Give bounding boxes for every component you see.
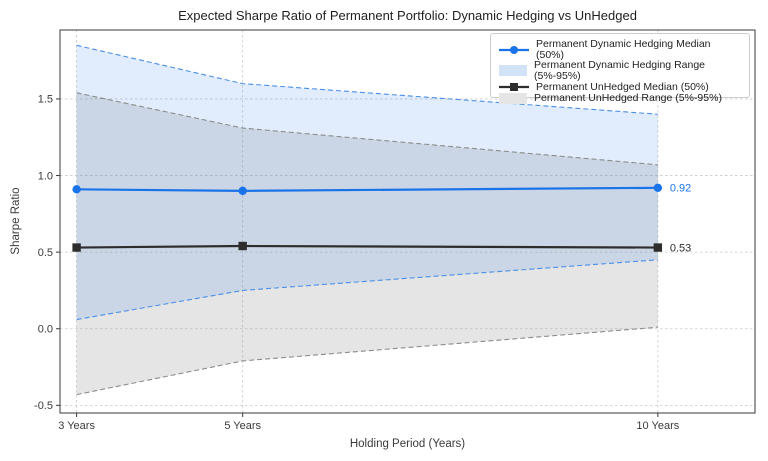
plot-border [59,29,756,414]
legend-circle-line-sample [499,44,529,56]
x-axis-label: Holding Period (Years) [349,438,466,450]
legend-label: Permanent UnHedged Range (5%-95%) [534,92,722,105]
y-tick-label: 1.5 [38,94,53,106]
annotation-value: 0.53 [670,242,691,254]
legend-label: Permanent Dynamic Hedging Range (5%-95%) [534,59,706,82]
legend-item: Permanent UnHedged Range (5%-95%) [499,93,741,104]
legend-square-line-sample [499,81,529,93]
legend-label: Permanent Dynamic Hedging Median (50%) [536,38,711,61]
legend-item: Permanent Dynamic Hedging Range (5%-95%) [499,60,741,81]
y-tick-label: 0.5 [38,247,53,259]
chart-title: Expected Sharpe Ratio of Permanent Portf… [178,8,637,23]
band-edge-lower [76,326,658,396]
x-tick-label: 10 Years [636,420,679,432]
data-point-circle [653,183,663,192]
band-edge-upper [76,44,658,115]
band-edge-lower [76,259,658,321]
legend-range-swatch [499,65,527,76]
y-tick-label: 0.0 [38,324,53,336]
legend-range-swatch [499,93,527,104]
data-point-square [653,243,663,252]
band-fill [76,92,658,395]
band-edge-upper [76,92,658,166]
y-axis-label: Sharpe Ratio [10,187,22,255]
legend-item: Permanent Dynamic Hedging Median (50%) [499,39,741,60]
legend-label: Permanent UnHedged Median (50%) [536,80,709,93]
data-point-circle [72,185,81,194]
y-tick-label: -0.5 [34,400,53,412]
y-tick-label: 1.0 [38,170,53,182]
data-point-square [72,243,81,252]
band-fill [76,45,658,320]
data-point-square [238,241,247,251]
annotation-value: 0.92 [670,183,691,195]
data-point-circle [238,186,247,196]
legend-item: Permanent UnHedged Median (50%) [499,81,741,93]
median-line [76,244,658,249]
x-tick-label: 5 Years [224,420,261,432]
legend: Permanent Dynamic Hedging Median (50%) Pe… [490,33,750,104]
x-tick-label: 3 Years [58,420,95,432]
